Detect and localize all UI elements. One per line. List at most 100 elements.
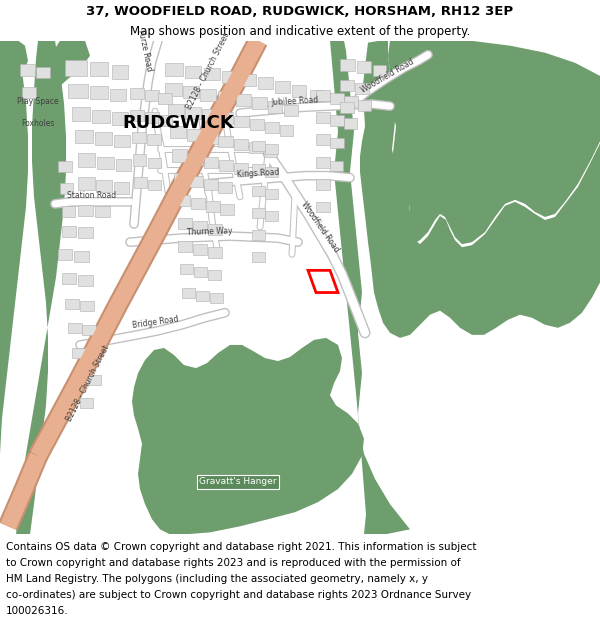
Bar <box>62 273 76 284</box>
Bar <box>316 202 330 212</box>
Bar <box>75 130 93 143</box>
Bar <box>95 132 112 146</box>
Bar <box>74 251 89 262</box>
Bar <box>234 116 249 128</box>
Bar <box>264 146 277 156</box>
Bar <box>20 64 35 76</box>
Bar <box>96 179 112 192</box>
Text: B2128 - Church Street: B2128 - Church Street <box>185 31 231 111</box>
Bar <box>330 93 344 104</box>
Bar <box>204 68 220 80</box>
Bar <box>344 96 358 107</box>
Bar <box>252 208 265 218</box>
Polygon shape <box>52 41 90 86</box>
Polygon shape <box>0 41 28 454</box>
Text: Thurne Way: Thurne Way <box>187 227 233 238</box>
Text: to Crown copyright and database rights 2023 and is reproduced with the permissio: to Crown copyright and database rights 2… <box>6 558 461 568</box>
Bar <box>210 292 223 302</box>
Bar <box>252 230 265 240</box>
Text: Play Space: Play Space <box>17 97 59 106</box>
Bar <box>68 322 82 333</box>
Bar <box>60 182 73 194</box>
Polygon shape <box>0 41 28 101</box>
Bar <box>112 112 128 125</box>
Bar <box>265 167 278 177</box>
Bar <box>145 90 159 101</box>
Bar <box>280 125 293 136</box>
Bar <box>234 162 248 174</box>
Bar <box>130 110 144 121</box>
Text: Gravatt's Hanger: Gravatt's Hanger <box>199 478 277 486</box>
Bar <box>110 89 126 101</box>
Bar <box>316 134 330 146</box>
Bar <box>316 90 330 101</box>
Bar <box>316 156 330 168</box>
Text: Kings Road: Kings Road <box>236 168 280 179</box>
Polygon shape <box>16 41 66 534</box>
Bar <box>193 244 207 255</box>
Text: Woodfield Road: Woodfield Road <box>299 200 341 254</box>
Bar <box>180 264 193 274</box>
Text: B2128 - Church Street: B2128 - Church Street <box>65 344 111 423</box>
Bar <box>252 253 265 262</box>
Bar <box>174 173 188 184</box>
Bar <box>97 156 114 169</box>
Bar <box>358 100 371 111</box>
Text: Furze Road: Furze Road <box>136 29 154 72</box>
Bar <box>165 83 182 96</box>
Bar <box>355 83 369 94</box>
Bar <box>82 325 96 335</box>
Bar <box>88 375 101 385</box>
Bar <box>204 156 218 168</box>
Bar <box>130 88 144 99</box>
Bar <box>158 115 172 126</box>
Bar <box>240 74 256 86</box>
Bar <box>330 161 343 171</box>
Bar <box>275 81 290 93</box>
Bar <box>36 67 50 78</box>
Polygon shape <box>360 41 600 338</box>
Bar <box>116 159 131 171</box>
Bar <box>145 112 159 123</box>
Bar <box>178 218 192 229</box>
Bar <box>90 86 108 99</box>
Bar <box>189 176 203 187</box>
Bar <box>62 206 75 217</box>
Bar <box>75 373 88 383</box>
Bar <box>202 109 217 121</box>
Bar <box>188 154 203 164</box>
Bar <box>58 161 72 172</box>
Bar <box>80 301 94 311</box>
Text: Contains OS data © Crown copyright and database right 2021. This information is : Contains OS data © Crown copyright and d… <box>6 542 476 552</box>
Text: 37, WOODFIELD ROAD, RUDGWICK, HORSHAM, RH12 3EP: 37, WOODFIELD ROAD, RUDGWICK, HORSHAM, R… <box>86 5 514 18</box>
Bar <box>252 97 267 109</box>
Bar <box>316 179 330 190</box>
Bar <box>310 90 324 101</box>
Bar <box>78 205 93 216</box>
Bar <box>344 118 357 129</box>
Bar <box>78 154 95 167</box>
Bar <box>265 144 278 154</box>
Bar <box>373 65 386 76</box>
Bar <box>330 115 344 126</box>
Bar <box>158 93 172 104</box>
Bar <box>185 66 201 78</box>
Text: 100026316.: 100026316. <box>6 606 68 616</box>
Bar <box>134 177 147 187</box>
Bar <box>265 211 278 221</box>
Bar <box>268 101 282 113</box>
Bar <box>357 61 371 73</box>
Text: Woodfield Road: Woodfield Road <box>360 57 416 94</box>
Bar <box>292 85 306 97</box>
Bar <box>220 204 234 215</box>
Bar <box>78 177 95 190</box>
Polygon shape <box>388 41 600 244</box>
Bar <box>68 84 88 98</box>
Bar <box>112 65 128 79</box>
Bar <box>114 182 129 194</box>
Bar <box>65 60 87 76</box>
Bar <box>191 198 205 209</box>
Bar <box>182 288 195 298</box>
Bar <box>196 291 209 301</box>
Text: RUDGWICK: RUDGWICK <box>122 114 234 132</box>
